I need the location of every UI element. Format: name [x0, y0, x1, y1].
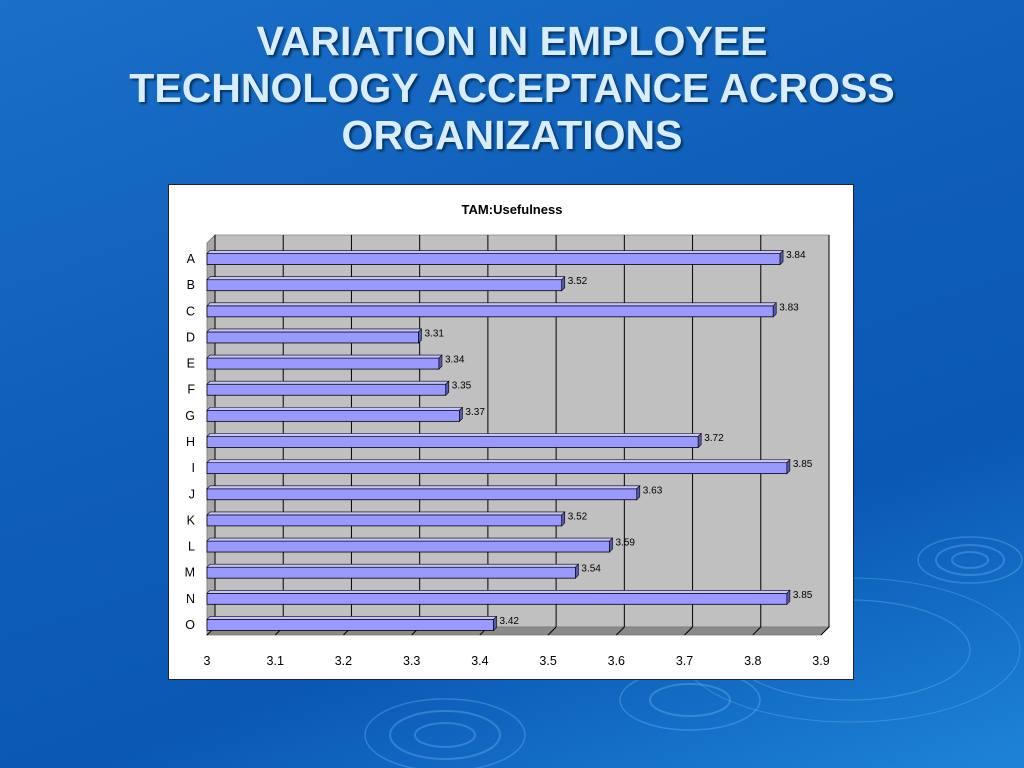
- data-label: 3.37: [465, 407, 485, 418]
- bar-top-face: [206, 537, 614, 542]
- data-label: 3.52: [568, 276, 588, 287]
- bar-side-face: [772, 302, 777, 318]
- bar: [206, 331, 419, 344]
- x-gridline-floor: [820, 626, 830, 636]
- x-tick-label: 3.5: [539, 654, 556, 668]
- bar: [206, 462, 788, 475]
- chart-title: TAM:Usefulness: [462, 202, 563, 217]
- data-label: 3.84: [786, 250, 806, 261]
- bar-top-face: [206, 250, 784, 254]
- x-tick-label: 3.6: [608, 654, 625, 668]
- bar-side-face: [575, 563, 579, 579]
- data-label: 3.42: [500, 616, 520, 627]
- data-label: 3.72: [704, 433, 724, 444]
- slide-title-line-1: VARIATION IN EMPLOYEE: [256, 18, 768, 64]
- bar: [206, 488, 638, 501]
- category-label: F: [187, 383, 195, 397]
- bar-side-face: [561, 511, 566, 527]
- category-label: H: [186, 435, 195, 449]
- bar: [206, 566, 576, 579]
- bar-side-face: [697, 432, 702, 449]
- bar: [206, 357, 440, 370]
- slide-title-line-2: TECHNOLOGY ACCEPTANCE ACROSS: [129, 65, 895, 111]
- bar-side-face: [438, 354, 443, 370]
- category-label: A: [187, 252, 196, 266]
- data-label: 3.31: [424, 328, 444, 339]
- bar-chart: TAM:Usefulness 3 3.1 3.2 3.3 3.4 3.5 3.6 3.7 3.8…: [185, 202, 830, 668]
- chart-frame: TAM:Usefulness 3 3.1 3.2 3.3 3.4 3.5 3.6 3.7 3.8…: [168, 184, 854, 680]
- category-label: I: [192, 461, 195, 475]
- bar-top-face: [206, 433, 702, 437]
- bar-side-face: [493, 615, 497, 632]
- bar-top-face: [206, 276, 566, 280]
- bar: [206, 619, 494, 631]
- bar-side-face: [445, 380, 450, 396]
- bar-top-face: [206, 616, 498, 620]
- bar-side-face: [561, 275, 566, 292]
- bar-top-face: [206, 511, 566, 516]
- data-label: 3.85: [793, 459, 813, 470]
- bar: [206, 305, 774, 318]
- x-tick-label: 3.3: [403, 654, 420, 668]
- data-label: 3.35: [452, 381, 472, 392]
- bar-top-face: [206, 485, 641, 490]
- x-tick-label: 3.7: [676, 654, 693, 668]
- data-label: 3.59: [616, 538, 636, 549]
- x-gridline-floor: [615, 626, 625, 636]
- bar: [206, 409, 460, 422]
- data-label: 3.63: [643, 485, 663, 496]
- bar-side-face: [636, 485, 641, 501]
- category-label: E: [187, 357, 195, 371]
- bar-side-face: [786, 589, 791, 606]
- bar-top-face: [206, 563, 580, 568]
- x-tick-label: 3: [204, 654, 211, 668]
- bar-side-face: [609, 537, 613, 553]
- bar-side-face: [459, 406, 463, 423]
- bar: [206, 253, 781, 265]
- x-tick-label: 3.2: [335, 654, 352, 668]
- bar-top-face: [206, 459, 791, 463]
- bar-top-face: [206, 328, 423, 333]
- category-label: M: [185, 566, 195, 580]
- x-tick-label: 3.9: [812, 654, 829, 668]
- plot-back-wall: [214, 234, 830, 628]
- x-gridline-floor: [684, 626, 693, 636]
- category-label: B: [187, 278, 195, 292]
- slide-title-line-3: ORGANIZATIONS: [341, 112, 683, 158]
- slide-title: VARIATION IN EMPLOYEE TECHNOLOGY ACCEPTA…: [40, 18, 984, 159]
- data-label: 3.83: [779, 302, 799, 313]
- bar: [206, 279, 563, 292]
- bar: [206, 436, 699, 448]
- x-tick-label: 3.8: [744, 654, 761, 668]
- category-label: J: [189, 487, 195, 501]
- data-label: 3.54: [581, 564, 601, 575]
- bar: [206, 540, 610, 553]
- data-label: 3.85: [793, 590, 813, 601]
- category-label: L: [188, 540, 195, 554]
- category-label: K: [187, 513, 196, 527]
- category-label: C: [186, 304, 195, 318]
- bar-top-face: [206, 380, 450, 385]
- category-label: N: [186, 592, 195, 606]
- bar: [206, 383, 447, 396]
- bar: [206, 514, 563, 527]
- bar-top-face: [206, 589, 791, 594]
- x-gridline-floor: [547, 626, 557, 636]
- data-label: 3.34: [445, 355, 465, 366]
- x-tick-label: 3.1: [267, 654, 284, 668]
- x-tick-label: 3.4: [471, 654, 488, 668]
- bar-side-face: [786, 458, 791, 475]
- data-label: 3.52: [568, 511, 588, 522]
- x-gridline-floor: [752, 626, 762, 636]
- bar-top-face: [206, 354, 443, 359]
- category-label: G: [185, 409, 195, 423]
- category-label: O: [185, 618, 195, 632]
- bar-top-face: [206, 302, 777, 307]
- bar-top-face: [206, 407, 464, 411]
- bar: [206, 592, 788, 605]
- bar-side-face: [418, 328, 422, 344]
- category-label: D: [186, 330, 195, 344]
- bar-side-face: [779, 249, 784, 266]
